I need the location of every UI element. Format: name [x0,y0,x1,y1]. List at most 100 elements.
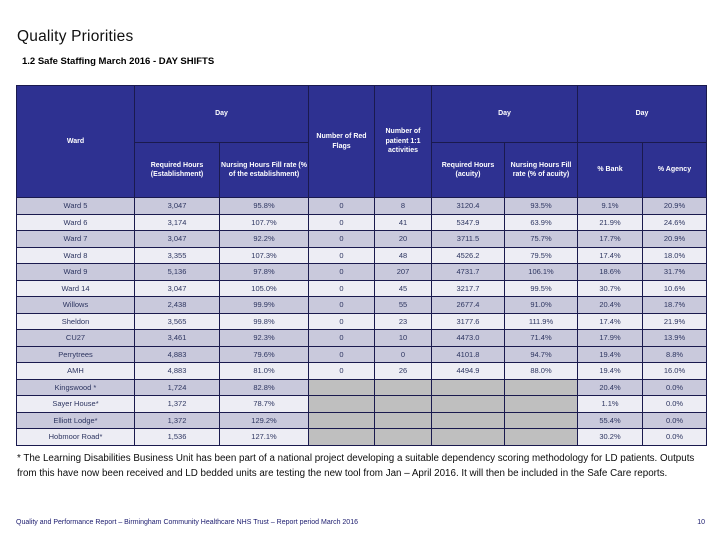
value-cell: 3,047 [134,197,220,215]
report-footer: Quality and Performance Report – Birming… [16,519,358,526]
value-cell: 18.6% [577,263,643,281]
value-cell: 41 [374,213,432,231]
page-title: Quality Priorities [17,28,134,45]
value-cell: 17.7% [577,230,643,248]
table-row: Willows 2,438 99.9% 0 55 2677.4 91.0% 20.4% 18.7… [16,296,707,314]
value-cell: 99.8% [219,312,309,330]
value-cell: 79.5% [504,246,578,264]
value-cell: 91.0% [504,296,578,314]
value-cell: 0 [308,213,375,231]
value-cell: 20.9% [642,230,707,248]
header-red-flags: Number of Red Flags [308,85,375,198]
not-applicable-cell [374,428,432,446]
value-cell: 97.8% [219,263,309,281]
value-cell: 18.0% [642,246,707,264]
ward-name-cell: Ward 5 [16,197,135,215]
header-percent-bank: % Bank [577,142,643,198]
value-cell: 5,136 [134,263,220,281]
value-cell: 105.0% [219,279,309,297]
ward-name-cell: Kingswood * [16,378,135,396]
value-cell: 75.7% [504,230,578,248]
not-applicable-cell [374,411,432,429]
value-cell: 0 [308,329,375,347]
table-row: Ward 7 3,047 92.2% 0 20 3711.5 75.7% 17.7% 20.9% [16,230,707,248]
value-cell: 20.4% [577,378,643,396]
value-cell: 95.8% [219,197,309,215]
page-number: 10 [697,519,705,526]
ward-name-cell: CU27 [16,329,135,347]
value-cell: 0 [308,279,375,297]
table-row: Ward 14 3,047 105.0% 0 45 3217.7 99.5% 30.7% 10.… [16,279,707,297]
value-cell: 129.2% [219,411,309,429]
header-day-establishment: Day [134,85,309,143]
value-cell: 63.9% [504,213,578,231]
value-cell: 20.9% [642,197,707,215]
value-cell: 0.0% [642,411,707,429]
value-cell: 0 [308,230,375,248]
value-cell: 23 [374,312,432,330]
value-cell: 1,372 [134,395,220,413]
table-row: Sayer House* 1,372 78.7% 1.1% 0.0% [16,395,707,413]
value-cell: 79.6% [219,345,309,363]
value-cell: 4473.0 [431,329,505,347]
table-row: CU27 3,461 92.3% 0 10 4473.0 71.4% 17.9% 13.9% [16,329,707,347]
value-cell: 78.7% [219,395,309,413]
value-cell: 9.1% [577,197,643,215]
not-applicable-cell [504,378,578,396]
header-percent-agency: % Agency [642,142,707,198]
value-cell: 0 [308,246,375,264]
value-cell: 4526.2 [431,246,505,264]
ward-name-cell: Ward 14 [16,279,135,297]
value-cell: 107.3% [219,246,309,264]
not-applicable-cell [431,428,505,446]
value-cell: 0 [308,296,375,314]
value-cell: 16.0% [642,362,707,380]
value-cell: 3120.4 [431,197,505,215]
value-cell: 17.4% [577,312,643,330]
value-cell: 20.4% [577,296,643,314]
not-applicable-cell [504,411,578,429]
ward-name-cell: AMH [16,362,135,380]
ward-name-cell: Sheldon [16,312,135,330]
value-cell: 92.2% [219,230,309,248]
table-row: Ward 6 3,174 107.7% 0 41 5347.9 63.9% 21.9% 24.6… [16,213,707,231]
value-cell: 81.0% [219,362,309,380]
ward-name-cell: Ward 8 [16,246,135,264]
value-cell: 4731.7 [431,263,505,281]
value-cell: 3711.5 [431,230,505,248]
header-ward: Ward [16,85,135,198]
value-cell: 0.0% [642,378,707,396]
value-cell: 1,536 [134,428,220,446]
header-one-to-one: Number of patient 1:1 activities [374,85,432,198]
value-cell: 3,174 [134,213,220,231]
not-applicable-cell [431,411,505,429]
value-cell: 3217.7 [431,279,505,297]
table-row: Kingswood * 1,724 82.8% 20.4% 0.0% [16,378,707,396]
header-row-top: Ward Day Number of Red Flags Number of p… [16,85,707,198]
value-cell: 1,372 [134,411,220,429]
table-body: Ward 5 3,047 95.8% 0 8 3120.4 93.5% 9.1% 20.9% Wa… [16,197,707,446]
value-cell: 48 [374,246,432,264]
value-cell: 20 [374,230,432,248]
value-cell: 207 [374,263,432,281]
value-cell: 1.1% [577,395,643,413]
not-applicable-cell [374,378,432,396]
ward-name-cell: Elliott Lodge* [16,411,135,429]
not-applicable-cell [504,395,578,413]
value-cell: 0 [308,345,375,363]
header-fill-rate-establishment: Nursing Hours Fill rate (% of the establ… [219,142,309,198]
value-cell: 0.0% [642,395,707,413]
value-cell: 30.7% [577,279,643,297]
ward-name-cell: Ward 6 [16,213,135,231]
value-cell: 99.9% [219,296,309,314]
value-cell: 18.7% [642,296,707,314]
not-applicable-cell [308,395,375,413]
header-row-sub: Required Hours (Establishment) Nursing H… [17,142,707,198]
table-row: AMH 4,883 81.0% 0 26 4494.9 88.0% 19.4% 16.0% [16,362,707,380]
not-applicable-cell [431,395,505,413]
value-cell: 21.9% [577,213,643,231]
value-cell: 2677.4 [431,296,505,314]
value-cell: 13.9% [642,329,707,347]
value-cell: 55 [374,296,432,314]
